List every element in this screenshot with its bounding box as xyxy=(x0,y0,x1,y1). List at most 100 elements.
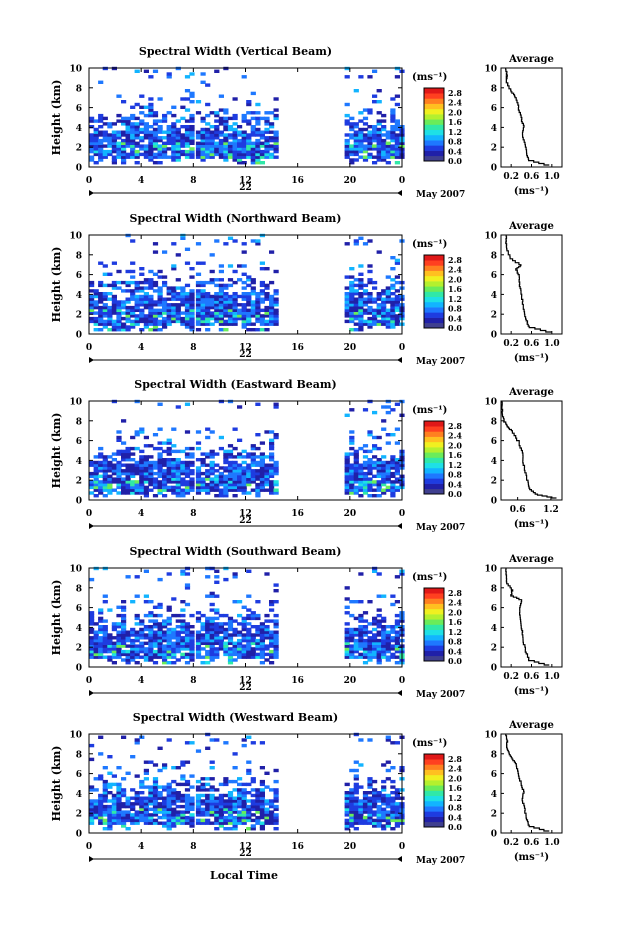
heatmap-cell xyxy=(358,494,364,498)
heatmap-cell xyxy=(394,152,400,157)
heatmap-cell xyxy=(349,627,355,632)
heatmap-cell xyxy=(353,630,359,634)
heatmap-cell xyxy=(394,466,400,470)
heatmap-cell xyxy=(353,777,359,781)
heatmap-cell xyxy=(148,97,154,101)
heatmap-cell xyxy=(232,824,238,828)
heatmap-cell xyxy=(143,633,149,637)
heatmap-cell xyxy=(223,491,229,495)
heatmap-cell xyxy=(390,807,396,811)
heatmap-cell xyxy=(381,158,387,162)
heatmap-cell xyxy=(362,804,369,809)
y-tick-label: 0 xyxy=(76,664,82,674)
heatmap-cell xyxy=(358,644,364,648)
heatmap-cell xyxy=(184,144,191,148)
heatmap-cell xyxy=(121,815,127,820)
heatmap-cell xyxy=(264,328,270,332)
heatmap-cell xyxy=(214,152,220,157)
heatmap-cell xyxy=(353,147,359,151)
heatmap-cell xyxy=(246,133,252,137)
heatmap-cell xyxy=(372,463,378,467)
heatmap-cell xyxy=(273,638,279,643)
heatmap-cell xyxy=(195,311,202,315)
heatmap-cell xyxy=(111,463,117,467)
heatmap-cell xyxy=(358,111,364,115)
heatmap-cell xyxy=(195,611,202,615)
heatmap-cell xyxy=(189,72,195,76)
heatmap-cell xyxy=(362,108,369,112)
colorbar-tick-label: 2.4 xyxy=(448,431,462,441)
heatmap-cell xyxy=(255,810,261,814)
heatmap-cell xyxy=(107,311,113,315)
heatmap-cell xyxy=(381,316,387,321)
heatmap-cell xyxy=(227,236,234,240)
heatmap-cell xyxy=(175,482,181,487)
heatmap-cell xyxy=(381,807,387,811)
heatmap-cell xyxy=(171,289,177,293)
heatmap-cell xyxy=(102,633,108,637)
heatmap-cell xyxy=(107,292,113,296)
heatmap-cell xyxy=(394,661,400,665)
heatmap-cell xyxy=(171,125,177,129)
y-tick-label: 2 xyxy=(76,144,82,154)
heatmap-cell xyxy=(358,328,364,332)
heatmap-cell xyxy=(162,469,168,473)
heatmap-cell xyxy=(157,627,163,632)
heatmap-cell xyxy=(195,799,202,803)
colorbar-tick-label: 1.2 xyxy=(448,460,462,470)
heatmap-cell xyxy=(143,613,149,618)
heatmap-cell xyxy=(157,119,163,123)
heatmap-cell xyxy=(214,292,220,296)
heatmap-cell xyxy=(376,480,382,484)
heatmap-cell xyxy=(269,322,275,326)
heatmap-cell xyxy=(130,655,136,659)
heatmap-cell xyxy=(209,813,215,817)
heatmap-cell xyxy=(116,452,122,456)
heatmap-cell xyxy=(223,319,229,324)
heatmap-cell xyxy=(121,641,127,645)
heatmap-cell xyxy=(93,815,99,820)
heatmap-cell xyxy=(111,300,117,304)
heatmap-cell xyxy=(246,314,252,318)
heatmap-cell xyxy=(134,647,140,651)
heatmap-cell xyxy=(241,471,247,476)
heatmap-cell xyxy=(116,821,122,825)
average-profile-line xyxy=(501,401,557,499)
heatmap-cell xyxy=(166,652,172,657)
heatmap-cell xyxy=(152,460,159,465)
average-frame xyxy=(500,733,563,834)
heatmap-cell xyxy=(171,264,177,268)
heatmap-cell xyxy=(259,488,265,492)
heatmap-cell xyxy=(157,810,163,814)
colorbar-swatch xyxy=(424,88,444,94)
heatmap-cell xyxy=(227,469,234,473)
heatmap-cell xyxy=(353,455,359,459)
heatmap-cell xyxy=(367,638,373,643)
heatmap-cell xyxy=(223,286,229,290)
heatmap-cell xyxy=(111,647,117,651)
heatmap-cell xyxy=(180,322,186,326)
heatmap-cell xyxy=(209,647,215,651)
heatmap-cell xyxy=(93,813,99,817)
heatmap-cell xyxy=(223,652,229,657)
heatmap-cell xyxy=(205,316,211,321)
heatmap-cell xyxy=(157,458,163,462)
heatmap-cell xyxy=(273,583,279,587)
heatmap-cell xyxy=(349,446,355,451)
heatmap-cell xyxy=(189,741,195,745)
heatmap-cell xyxy=(200,119,206,123)
heatmap-cell xyxy=(107,813,113,817)
heatmap-cell xyxy=(98,630,104,634)
heatmap-cell xyxy=(209,147,215,151)
heatmap-cell xyxy=(195,810,202,814)
heatmap-cell xyxy=(376,155,382,159)
heatmap-cell xyxy=(358,130,364,134)
heatmap-cell xyxy=(259,458,265,462)
heatmap-cell xyxy=(189,319,195,324)
heatmap-cell xyxy=(171,133,177,137)
heatmap-cell xyxy=(195,749,202,753)
heatmap-cell xyxy=(157,328,163,332)
heatmap-cell xyxy=(184,108,191,112)
heatmap-cell xyxy=(394,813,400,817)
heatmap-cell xyxy=(111,799,117,803)
